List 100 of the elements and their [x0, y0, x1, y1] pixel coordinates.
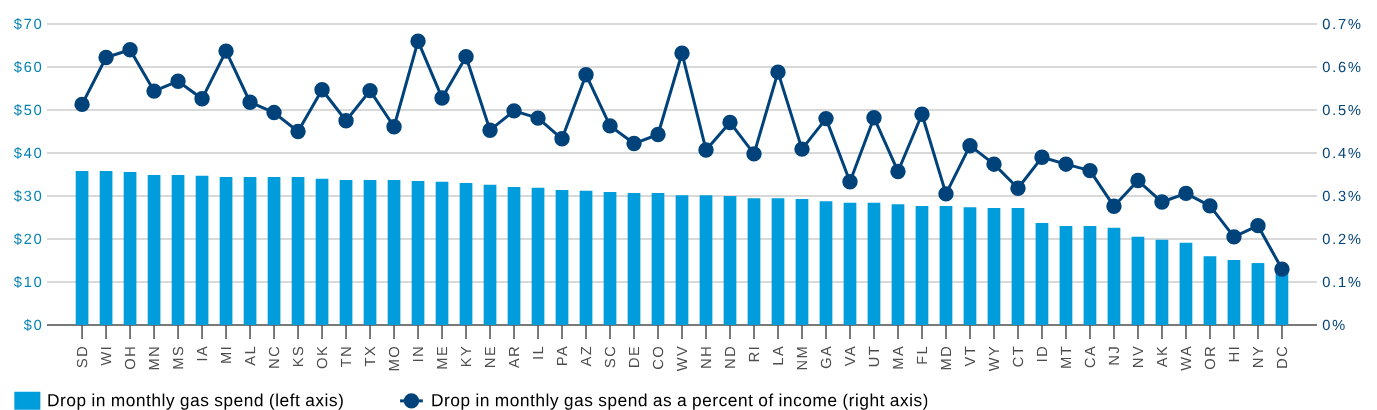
point [410, 33, 426, 49]
point [794, 141, 810, 157]
bar [987, 208, 1001, 325]
point [1130, 172, 1146, 189]
x-tick-label: MT [1060, 346, 1072, 368]
x-tick-label: IL [532, 346, 544, 359]
x-tick-label: GA [820, 346, 832, 369]
bar [195, 175, 209, 325]
point [1274, 261, 1290, 277]
point [458, 48, 474, 65]
x-tick-label: MN [149, 347, 160, 370]
bar [435, 181, 449, 325]
bar [1035, 223, 1049, 325]
x-tick-label: NV [1132, 346, 1144, 367]
x-tick-label: MO [388, 346, 400, 371]
point [362, 82, 378, 99]
point [722, 114, 738, 131]
point [746, 146, 762, 162]
point [122, 42, 138, 58]
x-tick-label: PA [556, 346, 568, 365]
x-tick-label: MA [892, 346, 904, 369]
point [146, 83, 162, 99]
x-tick-label: NE [484, 346, 496, 367]
x-tick-label: CT [1012, 346, 1024, 367]
bar [411, 180, 425, 325]
point [1058, 156, 1074, 172]
x-tick-label: AR [508, 346, 520, 369]
bar [1083, 226, 1097, 325]
legend-label: Drop in monthly gas spend as a percent of income (right axis) [432, 393, 928, 410]
x-tick-label: MI [221, 347, 232, 363]
bar [867, 202, 881, 325]
bar [1131, 236, 1145, 325]
x-tick-label: HI [1228, 347, 1240, 362]
y2-tick-label: 0.1% [1322, 276, 1361, 288]
point [554, 131, 570, 147]
x-tick-label: FL [916, 346, 928, 364]
y2-tick-label: 0.5% [1322, 104, 1361, 116]
point [530, 110, 546, 126]
point [506, 103, 522, 119]
x-tick-label: NJ [1108, 347, 1120, 365]
point [890, 163, 906, 180]
x-tick-label: WV [676, 346, 688, 372]
bar [747, 198, 761, 325]
point [986, 156, 1002, 172]
point [290, 123, 306, 140]
bar [603, 192, 617, 325]
point [626, 135, 642, 152]
bar [531, 187, 545, 325]
bar [699, 195, 713, 325]
point [170, 73, 186, 89]
bar [795, 199, 809, 325]
point [1202, 198, 1218, 214]
x-tick-label: IN [413, 347, 424, 362]
x-tick-label: NM [796, 347, 808, 370]
bar [459, 183, 473, 325]
point [1226, 229, 1242, 245]
x-tick-label: KS [292, 346, 304, 367]
x-tick-label: AL [245, 346, 256, 366]
bar [939, 205, 953, 325]
bar [819, 201, 833, 325]
point [338, 113, 354, 129]
point [1178, 185, 1194, 202]
bar [123, 171, 137, 325]
bar [843, 202, 857, 325]
x-tick-label: RI [748, 347, 760, 362]
bar [1155, 239, 1169, 325]
y-tick-label: $40 [13, 147, 42, 159]
bar [1227, 260, 1241, 325]
x-tick-label: WY [988, 346, 1000, 372]
point [434, 90, 450, 106]
x-tick-label: UT [868, 346, 880, 367]
x-tick-label: WA [1180, 346, 1192, 371]
x-tick-label: AK [1156, 346, 1168, 368]
bar [771, 198, 785, 325]
bar [651, 192, 665, 325]
y2-tick-label: 0.3% [1322, 190, 1361, 202]
point [962, 137, 978, 154]
x-tick-label: ND [724, 346, 736, 368]
x-tick-label: MD [940, 346, 952, 370]
bar [507, 186, 521, 325]
point [770, 64, 786, 80]
point [1106, 198, 1122, 215]
bar [99, 171, 113, 325]
x-tick-label: IA [197, 346, 208, 361]
bar [147, 174, 161, 325]
point [386, 119, 402, 135]
y-tick-label: $0 [23, 319, 42, 331]
x-tick-label: DC [1276, 346, 1288, 368]
y2-tick-label: 0% [1322, 319, 1345, 331]
bar [1059, 226, 1073, 325]
bar [1251, 263, 1265, 325]
x-tick-label: TN [341, 347, 352, 367]
bar [891, 204, 905, 325]
bar [915, 205, 929, 325]
y-tick-label: $60 [13, 61, 42, 73]
point [866, 110, 882, 126]
bar [315, 178, 329, 325]
point [242, 94, 258, 110]
bar [387, 180, 401, 325]
bar [627, 192, 641, 325]
